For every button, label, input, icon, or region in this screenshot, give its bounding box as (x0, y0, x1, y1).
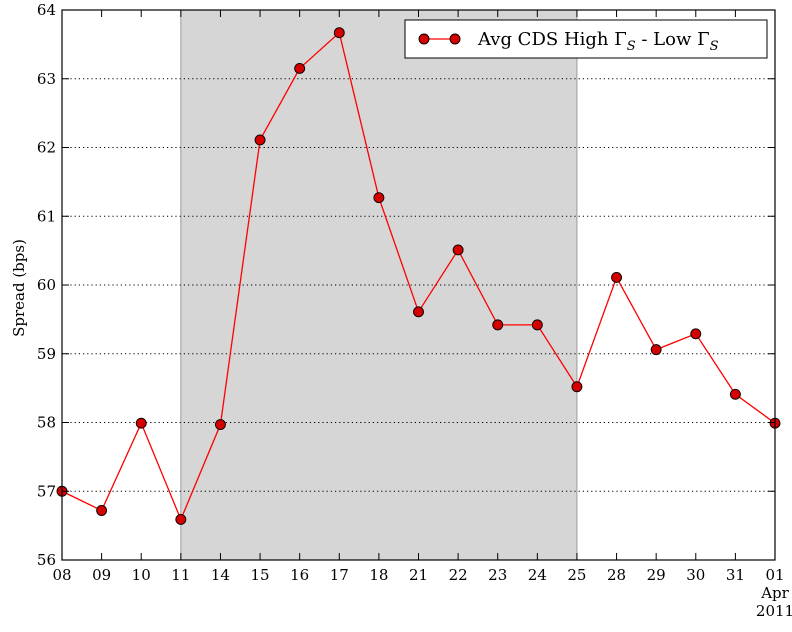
legend-marker (418, 33, 430, 45)
x-tick-label: 17 (330, 566, 349, 584)
legend-marker (449, 33, 461, 45)
x-tick-label: 23 (488, 566, 507, 584)
x-tick-label: 14 (211, 566, 230, 584)
data-point (690, 328, 702, 340)
x-tick-label: 21 (409, 566, 428, 584)
data-point (413, 306, 424, 318)
data-point (452, 244, 464, 256)
legend: Avg CDS High ΓS - Low ΓS (404, 19, 768, 59)
data-point (135, 417, 147, 429)
x-tick-label: 22 (449, 566, 468, 584)
data-point (611, 271, 623, 283)
legend-box (404, 19, 768, 59)
y-tick-label: 60 (37, 276, 56, 294)
data-point (492, 319, 504, 331)
x-tick-label: 08 (52, 566, 71, 584)
data-point (294, 62, 306, 74)
data-point (650, 344, 662, 356)
data-point (254, 134, 266, 146)
x-tick-label: 25 (567, 566, 586, 584)
x-tick-label: 28 (607, 566, 626, 584)
x-tick-label: 30 (686, 566, 705, 584)
x-tick-year-label: 2011 (756, 602, 792, 620)
legend-label: Avg CDS High ΓS - Low ΓS (477, 29, 719, 54)
x-tick-label: 01 (765, 566, 784, 584)
data-point (96, 505, 108, 516)
data-point (729, 388, 741, 400)
x-tick-label: 31 (726, 566, 745, 584)
x-tick-label: 16 (290, 566, 309, 584)
y-tick-label: 64 (37, 1, 56, 19)
y-tick-label: 63 (37, 70, 56, 88)
data-point (214, 419, 226, 431)
y-tick-label: 61 (37, 207, 56, 225)
y-tick-label: 58 (37, 414, 56, 432)
x-tick-label: 15 (251, 566, 270, 584)
y-tick-label: 56 (37, 551, 56, 569)
x-tick-label: 29 (647, 566, 666, 584)
x-tick-label: 09 (92, 566, 111, 584)
data-point (571, 381, 583, 393)
data-point (175, 513, 187, 525)
x-tick-label: 18 (369, 566, 388, 584)
x-tick-label: 24 (528, 566, 547, 584)
data-point (531, 319, 543, 331)
x-tick-label: 10 (132, 566, 151, 584)
y-tick-label: 62 (37, 139, 56, 157)
x-tick-month-label: Apr (760, 584, 789, 602)
y-axis-label: Spread (bps) (10, 239, 28, 337)
x-tick-label: 11 (171, 566, 190, 584)
data-point (333, 27, 345, 39)
data-point (373, 192, 385, 204)
y-tick-label: 57 (37, 482, 56, 500)
y-tick-label: 59 (37, 345, 56, 363)
